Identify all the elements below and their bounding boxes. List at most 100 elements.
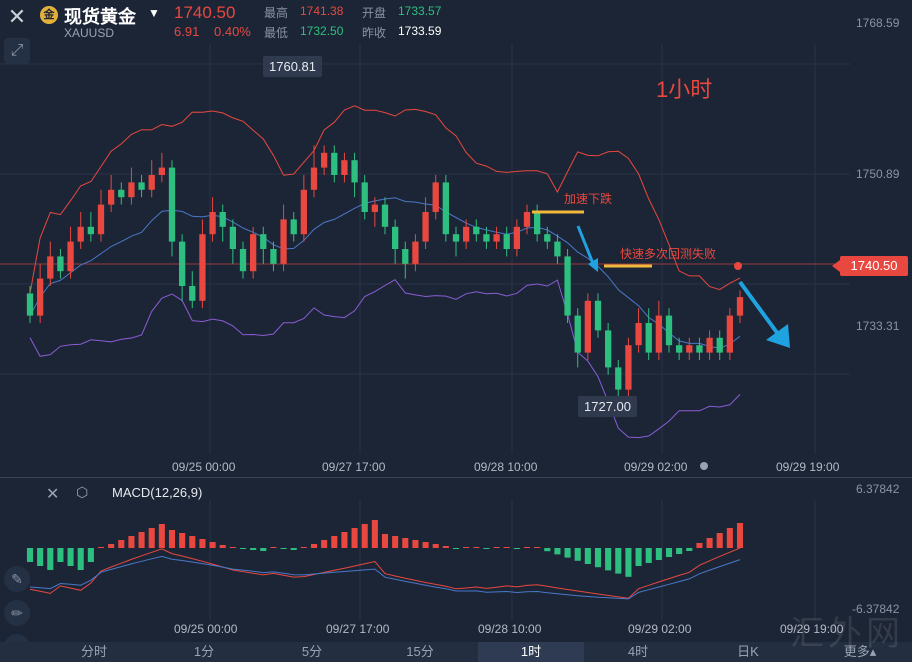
macd-bar [189, 536, 196, 548]
macd-x-tick-4: 09/29 02:00 [628, 622, 692, 636]
macd-bar [209, 542, 216, 548]
macd-bar [321, 540, 328, 548]
macd-x-tick-2: 09/27 17:00 [326, 622, 390, 636]
macd-bar [665, 548, 673, 557]
tab-5min[interactable]: 5分 [301, 644, 323, 659]
candle-body [310, 167, 318, 190]
macd-bar [168, 530, 176, 548]
open-label: 开盘 [362, 6, 387, 20]
candle-body [655, 315, 663, 353]
tab-tick[interactable]: 分时 [80, 644, 107, 659]
tab-more[interactable]: 更多▴ [843, 644, 877, 659]
macd-histogram [26, 520, 744, 577]
tab-15min[interactable]: 15分 [406, 644, 434, 659]
bollinger-lower [29, 279, 741, 439]
macd-y-top: 6.37842 [856, 482, 900, 496]
candle-body [503, 234, 510, 249]
down-arrow-1 [576, 225, 596, 267]
candle-body [87, 226, 95, 235]
macd-bar [726, 528, 733, 548]
macd-bar [736, 523, 744, 548]
bollinger-upper [29, 105, 741, 294]
annotation-failed-retest: 快速多次回测失败 [620, 247, 717, 261]
candle-body [57, 256, 64, 272]
macd-bar [605, 548, 612, 571]
x-tick-4: 09/29 02:00 [624, 460, 688, 474]
candle-body [726, 315, 734, 353]
macd-bar [239, 548, 247, 549]
macd-bar [87, 548, 94, 562]
candle-body [686, 345, 693, 353]
candle-body [412, 241, 419, 264]
candle-body [706, 337, 713, 353]
candlestick-chart[interactable] [0, 44, 912, 476]
bollinger-bands [29, 105, 741, 439]
candle-body [533, 212, 541, 235]
candle-body [554, 241, 561, 257]
panel-divider [0, 477, 912, 478]
candle-body [158, 167, 166, 175]
macd-bar [463, 547, 470, 548]
tab-1min[interactable]: 1分 [193, 644, 215, 659]
candle-body [67, 241, 74, 272]
macd-bar [97, 547, 105, 548]
annotation-accelerated-drop: 加速下跌 [564, 192, 613, 206]
macd-bar [554, 548, 561, 555]
candle-body [381, 204, 389, 227]
candle-body [665, 315, 673, 346]
macd-bar [300, 547, 307, 548]
watermark: 汇外网 [790, 615, 904, 653]
macd-chart [26, 500, 816, 620]
candle-body [513, 226, 521, 249]
macd-bar [138, 532, 145, 548]
low-label: 最低 [264, 26, 289, 40]
candle-body [422, 212, 429, 242]
close-icon[interactable]: ✕ [7, 4, 27, 29]
macd-lines [29, 547, 741, 600]
pen-icon[interactable]: ✏ [4, 600, 30, 626]
candle-body [635, 323, 642, 346]
macd-close-icon[interactable]: ✕ [46, 486, 60, 503]
instrument-title[interactable]: 现货黄金 [64, 7, 136, 27]
candle-body [47, 256, 54, 279]
candle-body [574, 315, 581, 353]
macd-x-tick-5: 09/29 19:00 [780, 622, 844, 636]
candle-body [675, 345, 683, 353]
macd-bar [442, 546, 449, 548]
draw-tool-icon[interactable]: ✎ [4, 566, 30, 592]
macd-bar [523, 547, 531, 548]
expand-icon[interactable]: ⤢ [4, 38, 30, 64]
candle-body [178, 241, 186, 286]
candle-body [97, 204, 105, 235]
price-change: 6.91 [174, 24, 200, 39]
tab-daily[interactable]: 日K [737, 644, 759, 659]
macd-bar [716, 533, 723, 548]
candle-body [625, 345, 632, 390]
macd-bar [392, 536, 399, 548]
y-tick-mid: 1750.89 [856, 167, 900, 181]
candle-body [615, 367, 622, 390]
candle-body [168, 167, 176, 242]
candle-body [229, 226, 237, 249]
macd-dif-line [29, 547, 741, 599]
x-tick-2: 09/27 17:00 [322, 460, 386, 474]
candle-body [716, 337, 723, 353]
candle-body [493, 234, 500, 242]
macd-bar [229, 547, 236, 548]
tab-1hour[interactable]: 1时 [478, 642, 584, 662]
macd-bar [696, 543, 703, 548]
tab-4hour[interactable]: 4时 [627, 644, 649, 659]
candle-body [107, 189, 115, 205]
macd-bar [676, 548, 683, 554]
macd-bar [686, 548, 693, 551]
macd-settings-icon[interactable]: ⬡ [76, 484, 89, 500]
chevron-down-icon[interactable]: ▼ [148, 6, 160, 20]
macd-bar [47, 548, 54, 570]
candle-body [473, 226, 480, 235]
candle-body [300, 189, 308, 235]
macd-bar [544, 548, 551, 552]
macd-bar [706, 538, 713, 548]
candle-body [604, 330, 612, 368]
scroll-dot [700, 462, 708, 470]
candle-body [645, 323, 652, 353]
